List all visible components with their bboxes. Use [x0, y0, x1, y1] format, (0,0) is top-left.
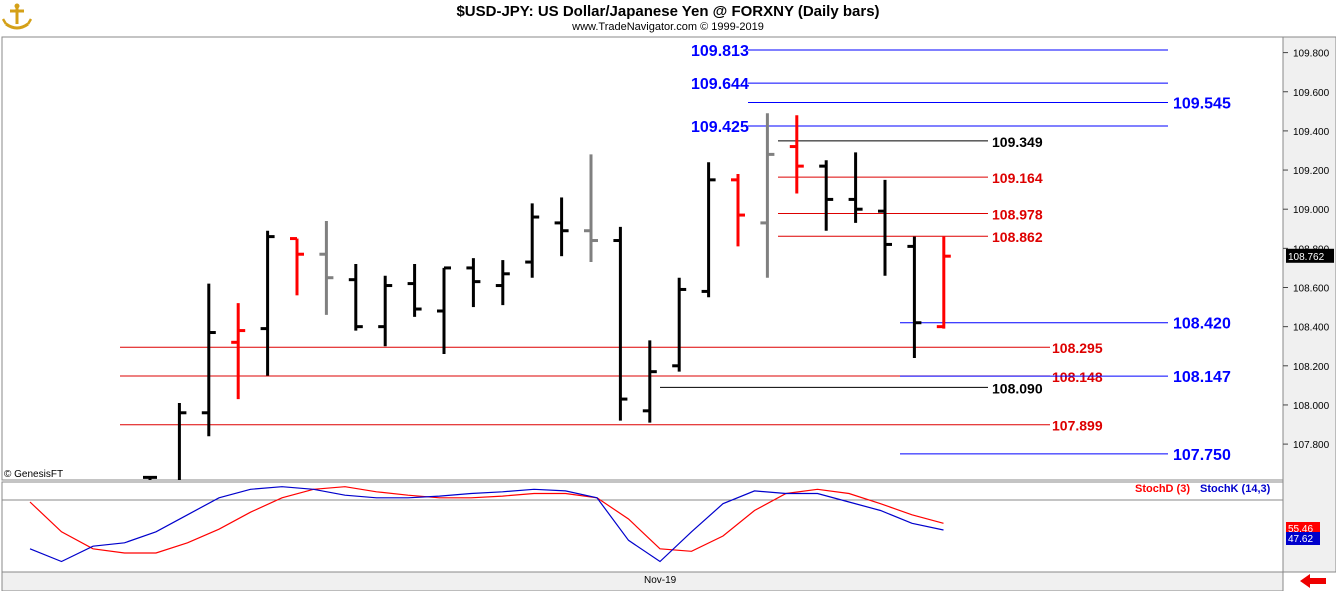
- stoch-d-legend: StochD (3): [1135, 483, 1190, 495]
- y-tick-label: 109.400: [1293, 127, 1330, 138]
- level-label: 108.090: [992, 380, 1043, 396]
- y-tick-label: 109.000: [1293, 205, 1330, 216]
- y-tick-label: 108.400: [1293, 323, 1330, 334]
- back-arrow-icon[interactable]: [1298, 573, 1328, 589]
- y-tick-label: 108.600: [1293, 284, 1330, 295]
- x-axis-date-label: Nov-19: [644, 575, 676, 586]
- y-tick-label: 108.000: [1293, 401, 1330, 412]
- level-label: 108.295: [1052, 340, 1103, 356]
- level-label: 109.813: [691, 43, 749, 60]
- last-price-label: 108.762: [1288, 252, 1325, 263]
- level-label: 109.349: [992, 134, 1043, 150]
- level-label: 108.148: [1052, 369, 1103, 385]
- level-label: 109.164: [992, 170, 1043, 186]
- copyright-label: © GenesisFT: [4, 469, 63, 480]
- y-tick-label: 109.800: [1293, 49, 1330, 60]
- level-label: 109.644: [691, 76, 749, 93]
- level-label: 109.545: [1173, 96, 1231, 113]
- level-label: 108.978: [992, 207, 1043, 223]
- level-label: 107.750: [1173, 447, 1231, 464]
- time-axis-band: [2, 572, 1283, 591]
- level-label: 109.425: [691, 119, 749, 136]
- level-label: 108.420: [1173, 316, 1231, 333]
- level-label: 108.862: [992, 229, 1043, 245]
- y-tick-label: 109.600: [1293, 88, 1330, 99]
- y-tick-label: 109.200: [1293, 166, 1330, 177]
- price-plot-frame: [2, 37, 1283, 480]
- y-tick-label: 108.200: [1293, 362, 1330, 373]
- stoch-k-value: 47.62: [1288, 534, 1313, 545]
- stoch-k-legend: StochK (14,3): [1200, 483, 1270, 495]
- level-label: 108.147: [1173, 369, 1231, 386]
- level-label: 107.899: [1052, 418, 1103, 434]
- oscillator-plot-frame: [2, 482, 1283, 572]
- y-tick-label: 107.800: [1293, 440, 1330, 451]
- price-axis-band: [1283, 37, 1336, 572]
